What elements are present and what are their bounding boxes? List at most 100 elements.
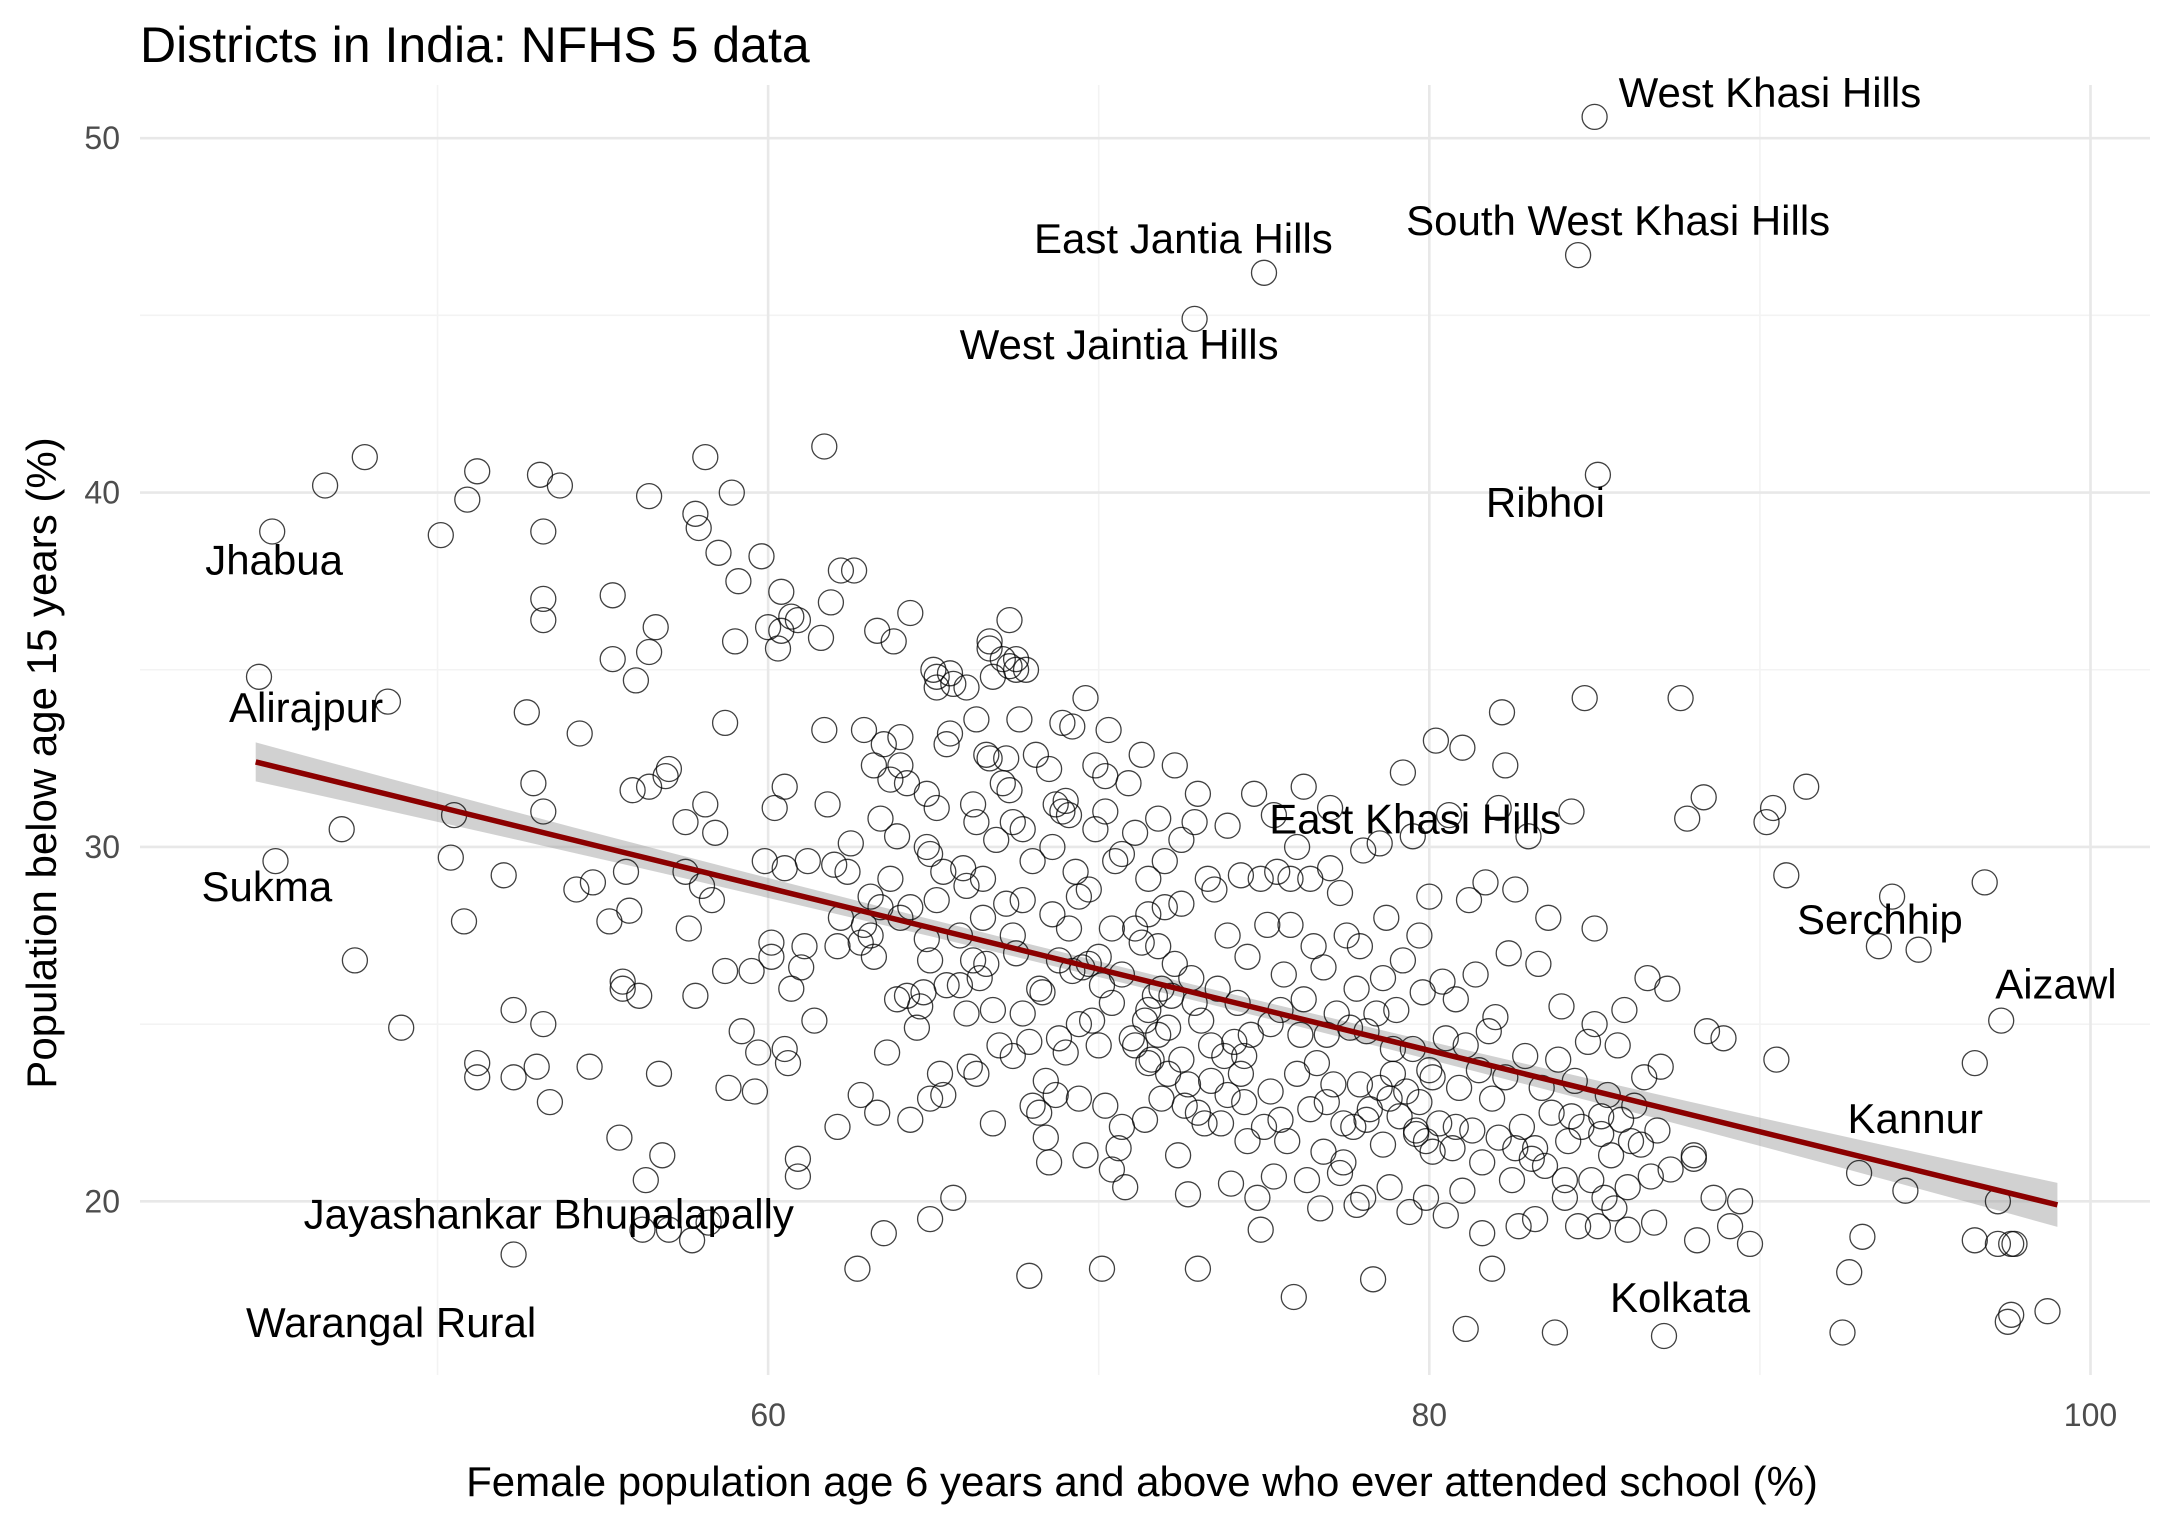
- data-point: [1584, 1213, 1612, 1240]
- data-point: [566, 720, 593, 747]
- data-point: [1459, 1117, 1486, 1144]
- data-point: [1184, 780, 1212, 807]
- data-point: [1227, 862, 1255, 889]
- data-point: [649, 1142, 676, 1169]
- data-point: [983, 826, 1010, 854]
- data-point: [1680, 1145, 1707, 1172]
- data-point: [721, 628, 749, 655]
- data-point: [953, 674, 980, 701]
- data-point: [1700, 1184, 1727, 1211]
- data-point: [1260, 1163, 1288, 1190]
- data-point: [1465, 1057, 1493, 1084]
- data-point: [1227, 1060, 1255, 1087]
- data-point: [1432, 1202, 1459, 1229]
- data-point: [1515, 823, 1542, 850]
- data-point: [953, 1000, 980, 1027]
- data-point: [1333, 922, 1360, 949]
- data-point: [923, 886, 950, 914]
- data-point: [530, 798, 557, 825]
- data-point: [1604, 1032, 1631, 1059]
- x-tick-label: 60: [750, 1397, 786, 1433]
- data-point: [655, 755, 683, 783]
- data-point: [824, 933, 851, 960]
- data-point: [1383, 996, 1410, 1024]
- data-point: [520, 770, 547, 797]
- x-tick-label: 80: [1412, 1397, 1448, 1433]
- data-point: [635, 773, 663, 800]
- data-point: [1521, 1135, 1549, 1162]
- data-point: [1145, 805, 1172, 832]
- data-point: [920, 656, 947, 683]
- data-point: [1019, 847, 1046, 875]
- data-point: [1128, 741, 1155, 768]
- data-point: [705, 539, 732, 566]
- data-point: [1865, 933, 1893, 960]
- data-point: [1366, 1074, 1393, 1102]
- data-point: [1389, 759, 1417, 786]
- data-point: [1584, 461, 1612, 488]
- data-point: [1065, 1085, 1093, 1112]
- data-point: [979, 996, 1007, 1024]
- data-point: [1432, 1025, 1459, 1052]
- data-point: [1419, 1064, 1446, 1091]
- data-point: [1469, 1149, 1496, 1176]
- data-point: [1849, 1223, 1876, 1250]
- data-point: [864, 617, 891, 644]
- data-point: [1399, 823, 1426, 850]
- data-point: [1564, 1213, 1592, 1240]
- data-point: [1402, 1117, 1430, 1144]
- data-point: [341, 947, 369, 974]
- data-point: [1254, 911, 1281, 939]
- data-point: [1049, 798, 1076, 825]
- data-point: [1135, 865, 1162, 892]
- data-point: [1039, 901, 1066, 928]
- data-point: [1416, 1057, 1443, 1084]
- data-point: [1088, 1255, 1116, 1282]
- data-point: [999, 1042, 1026, 1070]
- data-point: [464, 1064, 491, 1091]
- data-point: [893, 770, 921, 797]
- data-point: [1234, 943, 1261, 970]
- data-point: [916, 947, 944, 974]
- data-point: [1092, 798, 1119, 825]
- data-point: [450, 908, 478, 935]
- data-point: [1072, 684, 1099, 712]
- data-point: [986, 1032, 1013, 1059]
- data-point: [1485, 1124, 1512, 1151]
- data-point: [1971, 869, 1998, 896]
- data-point: [993, 745, 1020, 772]
- data-point: [1115, 770, 1142, 797]
- data-point: [1558, 798, 1585, 825]
- data-point: [903, 1014, 931, 1041]
- data-point: [1406, 922, 1433, 949]
- data-point: [1773, 862, 1800, 889]
- data-point: [1135, 901, 1162, 928]
- data-point: [1310, 954, 1337, 981]
- data-point: [1601, 1195, 1628, 1222]
- data-point: [880, 628, 907, 655]
- data-point: [1019, 1092, 1046, 1119]
- data-point: [867, 805, 894, 832]
- data-point: [778, 603, 805, 630]
- data-point: [959, 947, 987, 974]
- data-point: [784, 1163, 812, 1190]
- data-point: [1409, 979, 1436, 1006]
- data-point: [1151, 847, 1178, 875]
- data-point: [784, 606, 812, 634]
- data-point: [1118, 1025, 1145, 1052]
- data-point: [2034, 1298, 2061, 1325]
- data-point: [1591, 1184, 1618, 1211]
- district-label: Aizawl: [1995, 961, 2116, 1008]
- data-point: [1221, 1028, 1248, 1056]
- data-point: [1264, 858, 1291, 885]
- data-point: [883, 823, 911, 850]
- data-point: [1449, 734, 1476, 761]
- data-point: [1505, 1213, 1532, 1240]
- data-point: [612, 858, 640, 885]
- data-point: [1475, 1018, 1502, 1045]
- data-point: [629, 1216, 656, 1243]
- data-point: [1145, 933, 1172, 960]
- district-label: Warangal Rural: [246, 1299, 536, 1346]
- data-point: [1469, 1220, 1496, 1247]
- data-point: [771, 773, 798, 800]
